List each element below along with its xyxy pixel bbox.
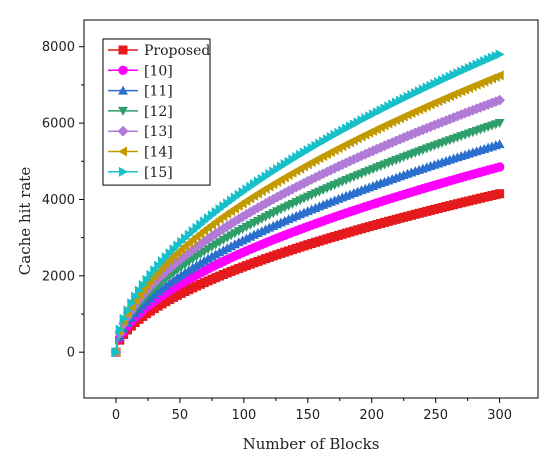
data-point bbox=[149, 270, 159, 281]
data-point bbox=[142, 274, 152, 285]
x-tick-label: 100 bbox=[231, 408, 256, 423]
series-1 bbox=[111, 162, 505, 357]
legend-marker bbox=[117, 125, 129, 137]
data-point bbox=[405, 129, 417, 140]
data-point bbox=[317, 168, 329, 180]
data-point bbox=[214, 225, 225, 237]
data-point bbox=[187, 262, 198, 272]
data-point bbox=[494, 162, 505, 172]
legend-box bbox=[102, 38, 211, 186]
data-point bbox=[146, 269, 156, 280]
data-point bbox=[191, 241, 202, 253]
data-point bbox=[183, 265, 194, 275]
data-point bbox=[131, 291, 141, 302]
data-point bbox=[127, 298, 137, 309]
data-point bbox=[138, 280, 148, 290]
data-point bbox=[194, 238, 206, 250]
data-point bbox=[495, 49, 505, 60]
ticks-layer: 0 50 100 150 200 250 300 0 2000 4000 6000 8000 bbox=[42, 40, 512, 423]
series-2 bbox=[111, 139, 505, 357]
legend-marker bbox=[118, 106, 128, 116]
x-tick-label: 250 bbox=[423, 408, 448, 423]
data-point bbox=[118, 318, 130, 330]
data-point bbox=[294, 179, 306, 191]
data-point bbox=[175, 253, 187, 265]
data-point bbox=[494, 94, 506, 106]
data-point bbox=[198, 236, 210, 247]
data-point bbox=[494, 70, 504, 81]
data-point bbox=[275, 189, 287, 201]
data-point bbox=[134, 289, 144, 300]
data-point bbox=[402, 130, 413, 142]
y-tick-label: 8000 bbox=[42, 40, 75, 55]
data-point bbox=[134, 285, 144, 296]
series-0 bbox=[111, 189, 505, 357]
data-point bbox=[298, 177, 310, 189]
x-tick-label: 300 bbox=[487, 408, 512, 423]
data-point bbox=[180, 267, 190, 277]
y-axis-label: Cache hit rate bbox=[16, 167, 34, 276]
legend-label: [14] bbox=[144, 145, 173, 161]
plot-frame bbox=[83, 19, 539, 399]
x-tick-label: 50 bbox=[172, 408, 189, 423]
legend-label: [12] bbox=[144, 104, 173, 120]
x-axis-label: Number of Blocks bbox=[243, 435, 380, 453]
data-point bbox=[123, 305, 133, 316]
legend-marker bbox=[118, 146, 128, 157]
data-point bbox=[252, 202, 264, 214]
legend-marker bbox=[118, 45, 128, 55]
legend-label: [10] bbox=[144, 63, 173, 79]
legend-label: [13] bbox=[144, 124, 173, 140]
data-point bbox=[183, 247, 195, 259]
legend-marker bbox=[118, 85, 128, 95]
x-tick-label: 150 bbox=[295, 408, 320, 423]
data-point bbox=[168, 259, 179, 271]
legend-label: [15] bbox=[144, 165, 173, 181]
data-point bbox=[225, 218, 237, 230]
legend-marker bbox=[118, 65, 128, 76]
x-tick-label: 0 bbox=[112, 408, 120, 423]
data-point bbox=[495, 189, 505, 199]
data-point bbox=[313, 170, 325, 181]
legend-marker bbox=[118, 166, 128, 177]
data-point bbox=[379, 140, 390, 152]
data-point bbox=[382, 138, 394, 150]
data-point bbox=[375, 142, 387, 153]
data-point bbox=[119, 313, 129, 324]
legend-label: [11] bbox=[144, 84, 173, 100]
legend-label: Proposed bbox=[144, 43, 210, 59]
data-point bbox=[191, 260, 202, 270]
data-point bbox=[111, 347, 121, 358]
series-6 bbox=[111, 49, 505, 358]
data-point bbox=[237, 211, 248, 223]
data-point bbox=[187, 244, 199, 256]
x-tick-label: 200 bbox=[359, 408, 384, 423]
data-point bbox=[494, 119, 505, 129]
data-point bbox=[115, 324, 125, 335]
data-point bbox=[359, 148, 371, 160]
data-point bbox=[494, 139, 505, 149]
y-tick-label: 6000 bbox=[42, 117, 75, 132]
y-tick-label: 0 bbox=[67, 346, 75, 361]
series-layer bbox=[110, 49, 506, 358]
data-point bbox=[210, 228, 222, 240]
y-tick-label: 2000 bbox=[42, 269, 75, 284]
data-point bbox=[336, 159, 348, 171]
data-point bbox=[340, 157, 352, 169]
data-point bbox=[271, 191, 283, 203]
data-point bbox=[310, 172, 321, 183]
y-tick-label: 4000 bbox=[42, 193, 75, 208]
legend: Proposed [10] [11] [12] [13] [14] [15] bbox=[102, 38, 211, 186]
